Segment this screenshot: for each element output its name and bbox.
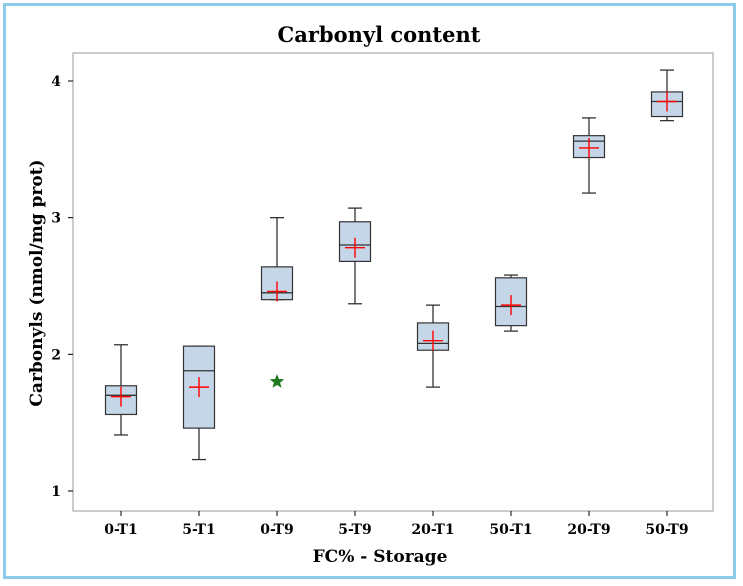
box-50-T9 [650,69,684,122]
x-tick-label: 5-T9 [338,522,371,538]
box-20-T1 [416,304,450,388]
x-tick-label: 0-T1 [104,522,137,538]
x-tick-label: 50-T1 [489,522,532,538]
box-0-T1 [104,344,138,436]
y-axis-label: Carbonyls (nmol/mg prot) [27,159,47,406]
box-20-T9 [572,117,606,194]
x-tick-label: 5-T1 [182,522,215,538]
plot-area [72,52,714,512]
outlier-star [269,373,285,388]
x-axis-label: FC% - Storage [313,547,448,567]
x-tick-label: 20-T9 [567,522,610,538]
box-series [104,69,684,461]
y-axis-ticks: 1 2 3 4 [51,74,73,500]
y-tick-label: 4 [51,74,61,90]
box-5-T9 [338,207,372,305]
chart-title: Carbonyl content [278,22,481,47]
y-tick-label: 2 [51,347,61,363]
x-axis-ticks: 0-T1 5-T1 0-T9 5-T9 20-T1 50-T1 20-T9 50-T9 [104,511,689,538]
y-tick-label: 3 [51,211,61,227]
box-0-T9 [260,217,294,388]
y-tick-label: 1 [51,484,61,500]
x-tick-label: 0-T9 [260,522,293,538]
x-tick-label: 50-T9 [645,522,688,538]
x-tick-label: 20-T1 [411,522,454,538]
box-50-T1 [494,274,528,332]
box-5-T1 [182,345,216,461]
